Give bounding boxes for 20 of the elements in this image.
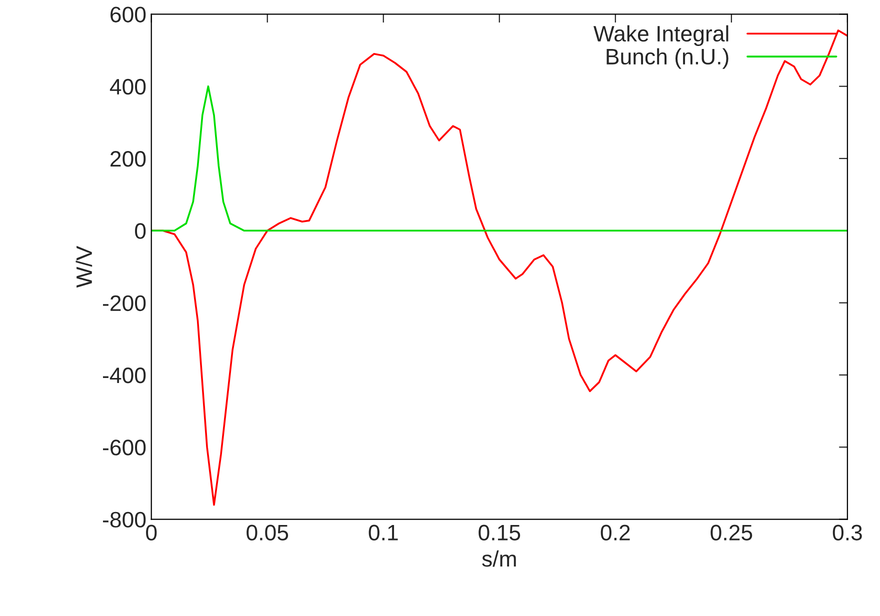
- y-axis-title: W/V: [76, 246, 92, 288]
- x-tick-label: 0.1: [368, 524, 398, 540]
- x-tick-label: 0.15: [478, 524, 520, 540]
- x-tick-label: 0.05: [246, 524, 288, 540]
- legend-label: Wake Integral: [594, 25, 728, 46]
- x-axis-title: s/m: [482, 550, 516, 567]
- y-tick-label: -800: [103, 512, 146, 528]
- legend-label: Bunch (n.U.): [606, 48, 728, 69]
- y-tick-label: -400: [103, 368, 146, 384]
- y-tick-label: 0: [135, 223, 146, 239]
- line-series: [151, 85, 848, 232]
- y-tick-label: -600: [103, 440, 146, 456]
- y-tick-label: -200: [103, 295, 146, 312]
- x-tick-label: 0: [146, 524, 157, 540]
- x-tick-label: 0.2: [600, 524, 630, 540]
- x-tick-label: 0.3: [832, 524, 862, 540]
- y-tick-label: 600: [110, 6, 146, 22]
- x-tick-label: 0.25: [710, 524, 752, 540]
- y-tick-label: 200: [110, 151, 146, 167]
- y-tick-label: 400: [110, 78, 146, 95]
